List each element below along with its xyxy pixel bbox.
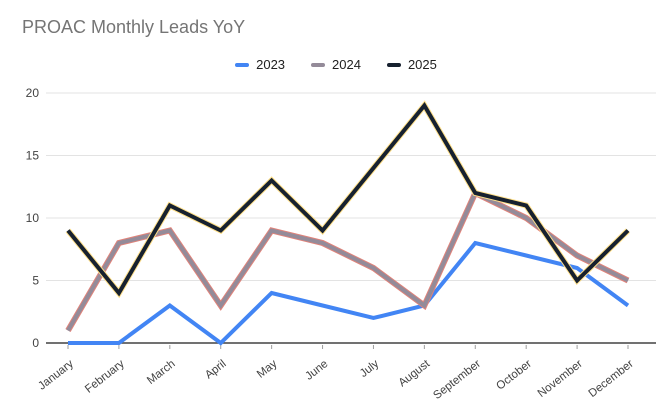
- y-axis-tick-label: 15: [26, 149, 40, 163]
- series-line-2023[interactable]: [68, 240, 630, 346]
- legend-label-2025: 2025: [407, 57, 437, 72]
- x-axis-label: July: [358, 358, 382, 380]
- legend-swatch-2025: [386, 62, 401, 67]
- x-axis-label: February: [83, 358, 127, 396]
- x-axis-label: January: [36, 358, 76, 393]
- y-axis-tick-label: 0: [32, 336, 39, 350]
- x-axis-label: May: [255, 358, 280, 381]
- legend-item-2024[interactable]: 2024: [311, 57, 361, 72]
- series-line-2025[interactable]: [66, 101, 630, 297]
- legend-label-2024: 2024: [332, 57, 361, 72]
- legend-item-2025[interactable]: 2025: [386, 57, 437, 72]
- x-axis-label: October: [494, 358, 534, 393]
- x-axis-label: April: [203, 358, 229, 382]
- x-axis-label: September: [431, 358, 483, 402]
- legend-swatch-2024: [311, 62, 326, 67]
- legend-swatch-2023: [235, 62, 250, 67]
- x-axis-label: August: [397, 357, 433, 389]
- x-axis-label: December: [587, 358, 636, 400]
- series-line-2024[interactable]: [66, 190, 629, 332]
- legend-label-2023: 2023: [256, 57, 286, 72]
- x-axis-label: March: [145, 358, 178, 387]
- chart-title: PROAC Monthly Leads YoY: [22, 17, 246, 37]
- x-axis-label: November: [536, 358, 585, 400]
- x-axis-label: June: [303, 358, 330, 383]
- y-axis-tick-label: 5: [32, 274, 39, 288]
- legend-item-2023[interactable]: 2023: [235, 57, 285, 72]
- chart-legend: 2023 2024 2025: [0, 57, 672, 72]
- y-axis-tick-label: 20: [26, 86, 40, 100]
- y-axis-tick-label: 10: [26, 211, 40, 225]
